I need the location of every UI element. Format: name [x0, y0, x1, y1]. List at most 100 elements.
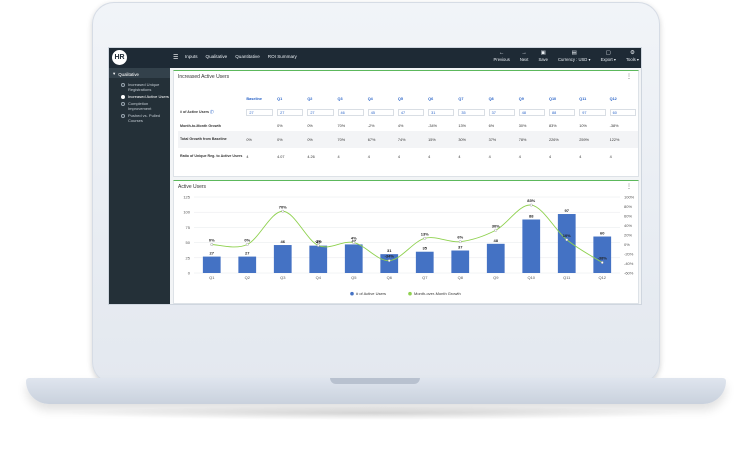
input-cell[interactable]: 45 — [366, 107, 396, 117]
input-cell[interactable]: 31 — [426, 107, 456, 117]
y-right-tick-label: 40% — [624, 223, 632, 228]
table-cell: 4 — [609, 154, 612, 159]
kebab-menu-icon[interactable]: ⋮ — [626, 74, 632, 80]
arrow-right-icon: → — [521, 50, 527, 56]
sidebar-section-qualitative[interactable]: ▾ Qualitative — [109, 68, 170, 78]
bar — [451, 250, 470, 273]
currency-dropdown[interactable]: ▤ Currency : USD ▾ — [558, 50, 591, 62]
input-cell[interactable]: 27 — [244, 107, 275, 117]
tools-label: Tools ▾ — [625, 57, 639, 62]
row-label: Month-to-Month Growth — [180, 123, 221, 128]
sidebar-item-label: Increased Active Users — [128, 94, 169, 99]
x-tick-label: Q11 — [563, 275, 571, 280]
line-point — [316, 244, 320, 247]
table-cell: 74% — [395, 131, 427, 148]
cell-value: 31 — [428, 108, 455, 116]
next-button[interactable]: → Next — [520, 50, 529, 62]
bar — [309, 245, 328, 273]
bar — [593, 236, 612, 273]
radio-icon — [121, 95, 125, 99]
input-cell[interactable]: 27 — [305, 107, 335, 117]
table-row: Month-to-Month Growth 0% 0% 70% -2% 4% -… — [178, 121, 638, 131]
table-cell — [244, 121, 275, 131]
radio-icon — [121, 102, 125, 106]
y-left-tick-label: 50 — [186, 240, 191, 245]
sidebar-item-completion-improvement[interactable]: Completion Improvement — [109, 99, 170, 111]
input-cell[interactable]: 46 — [336, 107, 366, 117]
nav-inputs[interactable]: Inputs — [185, 54, 198, 59]
sidebar-section-label: Qualitative — [118, 71, 139, 77]
input-cell[interactable]: 27 — [275, 107, 305, 117]
input-cell[interactable]: 37 — [487, 107, 517, 117]
table-cell: 13% — [458, 124, 466, 128]
line-point — [387, 259, 391, 263]
header-cell: Q12 — [609, 97, 617, 101]
legend-label: Month-over-Month Growth — [414, 291, 461, 296]
bar — [522, 219, 541, 273]
line-value-label: 13% — [421, 231, 429, 236]
y-right-tick-label: 60% — [624, 214, 632, 219]
line-value-label: -34% — [385, 254, 395, 259]
line-point — [210, 243, 214, 246]
input-cell[interactable]: 97 — [577, 107, 607, 117]
cell-value: 27 — [307, 108, 334, 116]
header-cell: Q3 — [337, 97, 343, 101]
bar-value-label: 46 — [281, 239, 286, 244]
x-tick-label: Q12 — [598, 275, 606, 280]
export-dropdown[interactable]: ▢ Export ▾ — [601, 50, 616, 62]
save-icon: ▣ — [540, 50, 546, 56]
table-cell: 37% — [486, 131, 517, 148]
table-header-row: Baseline Q1 Q2 Q3 Q4 Q5 Q6 Q7 Q8 Q9 Q10 … — [178, 95, 638, 103]
header-cell: Q8 — [488, 97, 494, 101]
line-point — [458, 240, 462, 244]
bar — [344, 244, 363, 273]
x-tick-label: Q9 — [493, 275, 499, 280]
row-label-text: # of Active Users — [180, 109, 210, 114]
next-label: Next — [519, 57, 529, 62]
kebab-menu-icon[interactable]: ⋮ — [626, 184, 632, 190]
nav-quantitative[interactable]: Quantitative — [235, 54, 260, 59]
info-icon[interactable]: ⓘ — [210, 109, 214, 114]
active-users-table-card: Increased Active Users ⋮ Baseline Q1 Q2 … — [173, 70, 639, 177]
table-cell: 4 — [458, 154, 461, 159]
line-value-label: 83% — [527, 198, 535, 203]
input-cell[interactable]: 48 — [517, 107, 547, 117]
sidebar-item-pushed-pulled[interactable]: Pushed vs. Pulled Courses — [109, 111, 170, 123]
tools-dropdown[interactable]: ⚙ Tools ▾ — [626, 50, 639, 62]
sidebar-item-label: Increased Unique Registrations — [128, 82, 160, 92]
table-cell: 4 — [488, 154, 491, 159]
table-cell: 4% — [397, 124, 404, 128]
input-cell[interactable]: 47 — [396, 107, 426, 117]
app-screen: HR ☰ Inputs Qualitative Quantitative ROI… — [108, 47, 642, 305]
input-cell[interactable]: 35 — [456, 107, 486, 117]
bar-value-label: 47 — [352, 238, 357, 243]
data-table: Baseline Q1 Q2 Q3 Q4 Q5 Q6 Q7 Q8 Q9 Q10 … — [178, 95, 638, 165]
growth-line — [211, 204, 603, 263]
currency-icon: ▤ — [571, 50, 577, 56]
nav-roi-summary[interactable]: ROI Summary — [267, 54, 297, 59]
header-cell: Baseline — [246, 97, 262, 101]
save-button[interactable]: ▣ Save — [538, 50, 548, 62]
line-point — [352, 241, 356, 244]
row-label: # of Active Users ⓘ — [178, 107, 244, 117]
radio-icon — [121, 83, 125, 87]
table-cell: 30% — [456, 131, 487, 148]
y-left-tick-label: 75 — [186, 225, 191, 230]
hr-logo[interactable]: HR — [112, 50, 127, 65]
input-cell[interactable]: 60 — [608, 107, 638, 117]
previous-button[interactable]: ← Previous — [494, 50, 510, 62]
x-tick-label: Q1 — [209, 275, 215, 280]
nav-qualitative[interactable]: Qualitative — [205, 54, 228, 59]
table-row: Total Growth from Baseline 0% 0% 0% 70% … — [178, 131, 638, 148]
table-cell: 30% — [518, 124, 527, 128]
sidebar-item-active-users[interactable]: Increased Active Users — [109, 92, 170, 99]
input-cell[interactable]: 88 — [547, 107, 577, 117]
line-point — [494, 228, 498, 232]
line-value-label: -38% — [598, 256, 608, 261]
table-cell: -34% — [428, 124, 437, 128]
menu-icon[interactable]: ☰ — [173, 55, 179, 61]
x-tick-label: Q5 — [351, 275, 357, 280]
sidebar-item-unique-registrations[interactable]: Increased Unique Registrations — [109, 78, 170, 92]
x-tick-label: Q10 — [527, 275, 535, 280]
bar — [273, 245, 292, 273]
